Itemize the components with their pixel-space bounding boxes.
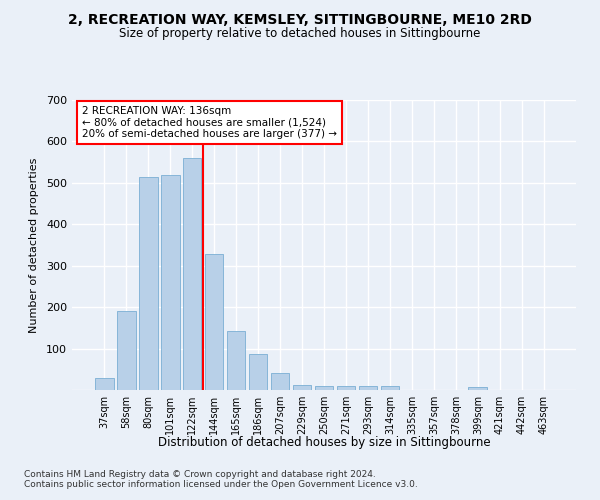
Bar	[139, 176, 158, 390]
Text: Distribution of detached houses by size in Sittingbourne: Distribution of detached houses by size …	[158, 436, 490, 449]
Text: 2 RECREATION WAY: 136sqm
← 80% of detached houses are smaller (1,524)
20% of sem: 2 RECREATION WAY: 136sqm ← 80% of detach…	[82, 106, 337, 139]
Text: 2, RECREATION WAY, KEMSLEY, SITTINGBOURNE, ME10 2RD: 2, RECREATION WAY, KEMSLEY, SITTINGBOURN…	[68, 12, 532, 26]
Bar	[314, 386, 334, 390]
Bar	[293, 384, 311, 390]
Bar	[227, 331, 245, 390]
Bar	[380, 386, 399, 390]
Bar	[249, 354, 268, 390]
Bar	[337, 386, 355, 390]
Bar	[469, 387, 487, 390]
Text: Size of property relative to detached houses in Sittingbourne: Size of property relative to detached ho…	[119, 28, 481, 40]
Bar	[117, 312, 136, 390]
Text: Contains HM Land Registry data © Crown copyright and database right 2024.
Contai: Contains HM Land Registry data © Crown c…	[24, 470, 418, 490]
Bar	[205, 254, 223, 390]
Bar	[183, 158, 202, 390]
Bar	[95, 378, 113, 390]
Bar	[271, 374, 289, 390]
Y-axis label: Number of detached properties: Number of detached properties	[29, 158, 39, 332]
Bar	[161, 174, 179, 390]
Bar	[359, 386, 377, 390]
